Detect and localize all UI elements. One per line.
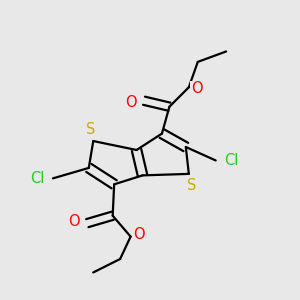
Text: S: S (86, 122, 96, 137)
Text: Cl: Cl (30, 171, 45, 186)
Text: S: S (187, 178, 196, 193)
Text: O: O (124, 95, 136, 110)
Text: O: O (133, 227, 145, 242)
Text: O: O (191, 81, 203, 96)
Text: Cl: Cl (224, 153, 238, 168)
Text: O: O (68, 214, 80, 229)
